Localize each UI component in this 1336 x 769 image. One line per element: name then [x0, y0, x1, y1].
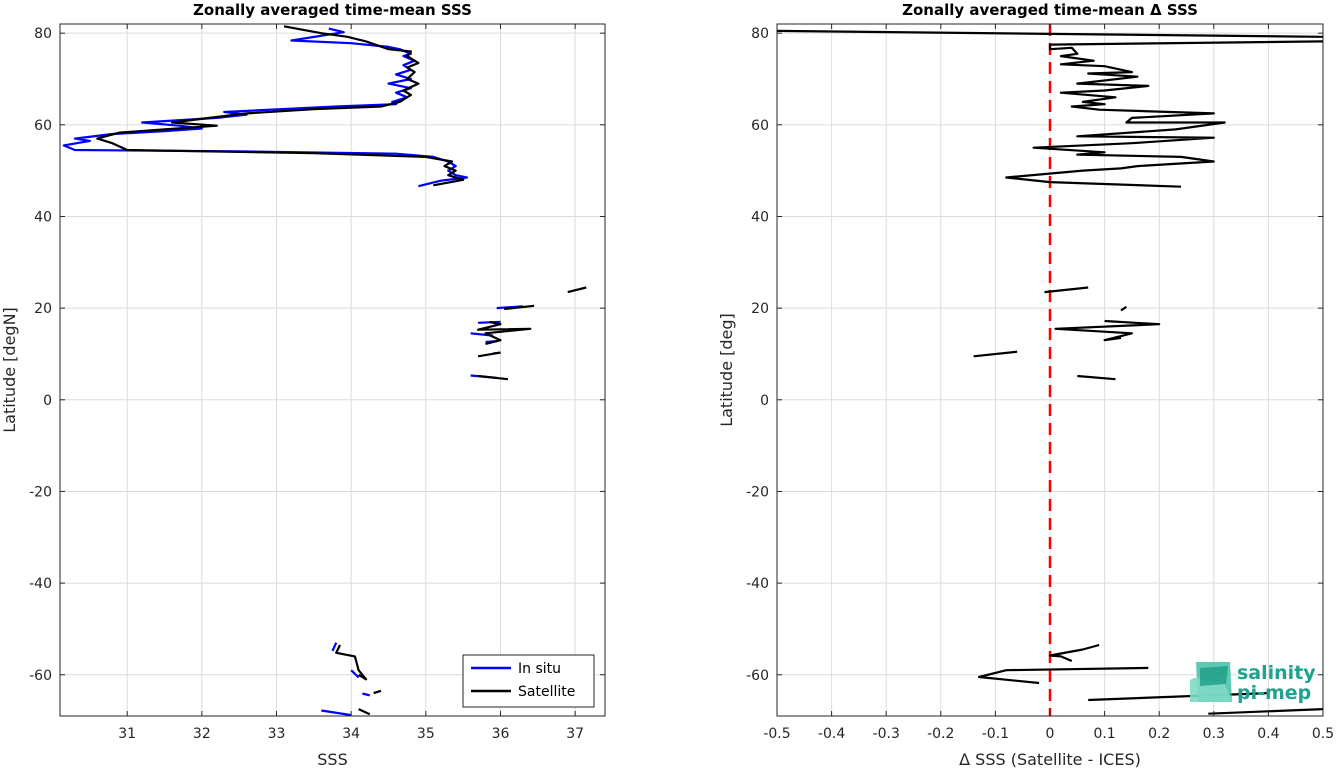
x-tick-label: 37 [566, 726, 584, 742]
x-tick-label: 34 [342, 726, 360, 742]
legend-label-in-situ: In situ [518, 661, 561, 677]
legend-label-satellite: Satellite [518, 684, 575, 700]
x-tick-label: -0.1 [982, 726, 1009, 742]
y-tick-label: 0 [760, 393, 769, 409]
series-0-segment-9 [1088, 692, 1269, 702]
series-0-segment-8 [350, 669, 360, 679]
chart-title-right: Zonally averaged time-mean Δ SSS [902, 1, 1198, 19]
series-0-segment-7 [1048, 643, 1100, 663]
y-tick-label: 0 [43, 393, 52, 409]
series-1-segment-5 [477, 374, 509, 381]
series-0-segment-3 [1120, 305, 1128, 312]
x-tick-label: 0.1 [1093, 726, 1115, 742]
series-0-segment-10 [321, 709, 352, 716]
y-tick-label: 40 [751, 209, 769, 225]
x-axis-label-right: Δ SSS (Satellite - ICES) [959, 750, 1141, 769]
series-1-segment-4 [477, 351, 501, 358]
x-tick-label: 0.5 [1312, 726, 1334, 742]
series-0-segment-0 [777, 29, 1323, 38]
legend-box [462, 654, 595, 708]
series-lines-left [62, 25, 587, 716]
y-tick-label: 20 [751, 301, 769, 317]
y-tick-label: 80 [751, 26, 769, 42]
y-tick-label: -60 [746, 668, 769, 684]
x-tick-label: -0.5 [763, 726, 790, 742]
series-lines-right [777, 29, 1323, 715]
x-tick-label: 33 [268, 726, 286, 742]
series-0-segment-5 [973, 350, 1018, 358]
series-0-segment-7 [331, 642, 338, 652]
x-tick-label: -0.3 [873, 726, 900, 742]
series-1-segment-6 [335, 644, 368, 681]
y-tick-label: 20 [34, 301, 52, 317]
series-0-segment-6 [1077, 374, 1116, 381]
y-axis-label-right: Latitude [deg] [717, 313, 736, 427]
logo-line2: pi-mep [1237, 682, 1311, 704]
chart-left: 31 32 33 34 35 36 37 -60 -40 -20 0 20 40 60 80 Zonally… [0, 1, 606, 769]
x-tick-label: 0.4 [1257, 726, 1279, 742]
ticks-left: 31 32 33 34 35 36 37 -60 -40 -20 0 20 40 60 80 [29, 24, 605, 742]
series-0-segment-2 [1044, 286, 1089, 294]
series-1-segment-8 [358, 708, 371, 716]
logo-wave-icon [1190, 662, 1232, 702]
y-tick-label: 60 [751, 118, 769, 134]
series-0-segment-8 [977, 666, 1149, 685]
y-tick-label: 80 [34, 26, 52, 42]
x-tick-label: 0.2 [1148, 726, 1170, 742]
y-axis-label-left: Latitude [degN] [0, 307, 19, 433]
x-tick-label: 35 [417, 726, 435, 742]
y-tick-label: -60 [29, 668, 52, 684]
legend: In situ Satellite [462, 654, 595, 708]
logo-line1: salinity [1237, 662, 1316, 684]
x-tick-label: 0 [1046, 726, 1055, 742]
ticks-right: -0.5 -0.4 -0.3 -0.2 -0.1 0 0.1 0.2 0.3 0.4 0.5 -60 -… [746, 24, 1334, 742]
series-1-segment-3 [477, 320, 532, 345]
series-0-segment-10 [1208, 708, 1323, 715]
series-1-segment-0 [96, 25, 465, 187]
x-tick-label: -0.4 [818, 726, 845, 742]
salinity-pi-mep-logo: salinity pi-mep [1190, 662, 1316, 704]
grid-left [60, 24, 605, 716]
x-tick-label: 32 [193, 726, 211, 742]
y-tick-label: -40 [746, 576, 769, 592]
series-1-segment-7 [373, 689, 382, 695]
y-tick-label: -20 [29, 484, 52, 500]
y-tick-label: 60 [34, 118, 52, 134]
y-tick-label: 40 [34, 209, 52, 225]
chart-title-left: Zonally averaged time-mean SSS [193, 1, 472, 19]
y-tick-label: -20 [746, 484, 769, 500]
y-tick-label: -40 [29, 576, 52, 592]
x-tick-label: 31 [118, 726, 136, 742]
x-tick-label: 0.3 [1203, 726, 1225, 742]
plot-area-left [60, 24, 605, 716]
x-axis-label-left: SSS [317, 750, 347, 769]
axes-frame-left [59, 23, 606, 717]
series-0-segment-4 [1054, 319, 1161, 342]
x-tick-label: -0.2 [927, 726, 954, 742]
series-0-segment-9 [362, 692, 371, 697]
x-tick-label: 36 [492, 726, 510, 742]
series-0-segment-1 [1005, 40, 1323, 188]
chart-right: -0.5 -0.4 -0.3 -0.2 -0.1 0 0.1 0.2 0.3 0.4 0.5 -60 -… [717, 1, 1334, 769]
series-1-segment-1 [567, 286, 587, 294]
series-1-segment-2 [504, 304, 535, 311]
